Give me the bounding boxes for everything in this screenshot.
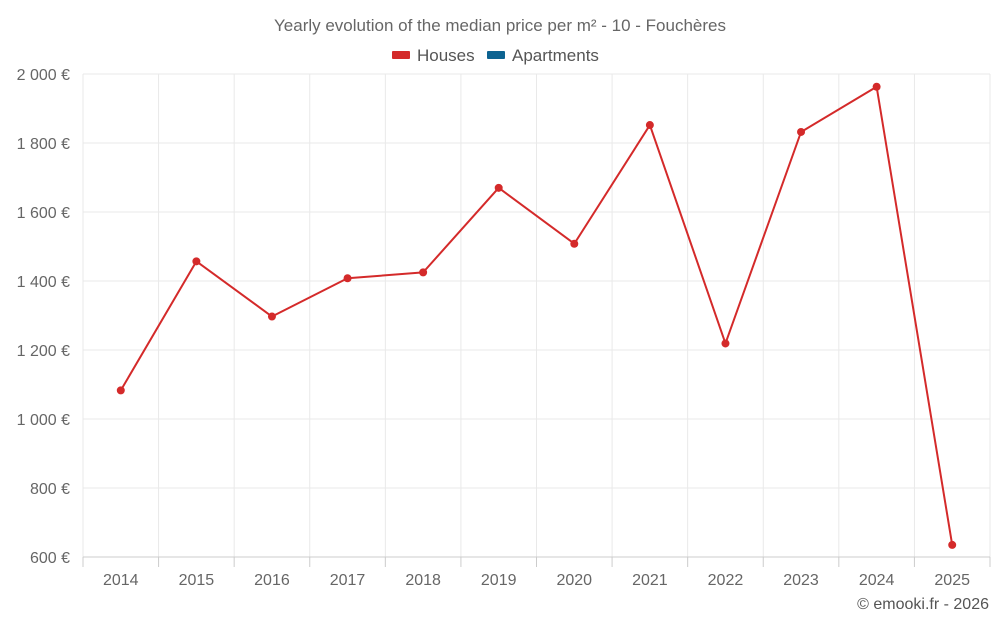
x-gridlines: [82, 74, 991, 557]
chart-title: Yearly evolution of the median price per…: [274, 16, 726, 35]
data-point[interactable]: [494, 183, 503, 192]
y-axis-ticks: 600 € 800 € 1 000 € 1 200 € 1 400 € 1 600 € 1 …: [17, 67, 70, 567]
data-point[interactable]: [948, 540, 957, 549]
x-tick-label: 2019: [481, 572, 517, 589]
data-point[interactable]: [116, 386, 125, 395]
x-tick-label: 2021: [632, 572, 668, 589]
y-tick-label: 1 200 €: [17, 343, 70, 360]
legend: Houses Apartments: [392, 46, 599, 65]
series-line-houses: [119, 85, 954, 546]
data-point[interactable]: [645, 121, 654, 130]
legend-label-apartments[interactable]: Apartments: [512, 46, 599, 65]
legend-label-houses[interactable]: Houses: [417, 46, 475, 65]
legend-swatch-houses: [392, 51, 410, 59]
x-tick-label: 2022: [708, 572, 744, 589]
x-tick-label: 2014: [103, 572, 139, 589]
x-tick-label: 2020: [556, 572, 592, 589]
x-tick-label: 2016: [254, 572, 290, 589]
y-tick-label: 2 000 €: [17, 67, 70, 84]
y-tick-label: 600 €: [30, 550, 70, 567]
x-tick-label: 2024: [859, 572, 895, 589]
data-point[interactable]: [570, 239, 579, 248]
x-tick-label: 2015: [179, 572, 215, 589]
y-tick-label: 800 €: [30, 481, 70, 498]
legend-swatch-apartments: [487, 51, 505, 59]
credit-text: © emooki.fr - 2026: [857, 596, 989, 613]
data-point[interactable]: [872, 82, 881, 91]
x-tick-label: 2023: [783, 572, 819, 589]
data-point[interactable]: [419, 268, 428, 277]
y-tick-label: 1 400 €: [17, 274, 70, 291]
x-axis-ticks: 2014 2015 2016 2017 2018 2019 2020 2021 2022 2023…: [82, 557, 991, 589]
y-tick-label: 1 800 €: [17, 136, 70, 153]
series-houses: [116, 82, 957, 549]
y-tick-label: 1 000 €: [17, 412, 70, 429]
data-point[interactable]: [192, 257, 201, 266]
x-tick-label: 2017: [330, 572, 366, 589]
y-tick-label: 1 600 €: [17, 205, 70, 222]
data-point[interactable]: [267, 312, 276, 321]
data-point[interactable]: [797, 127, 806, 136]
x-tick-label: 2025: [934, 572, 970, 589]
data-point[interactable]: [721, 339, 730, 348]
data-point[interactable]: [343, 274, 352, 283]
x-tick-label: 2018: [405, 572, 441, 589]
